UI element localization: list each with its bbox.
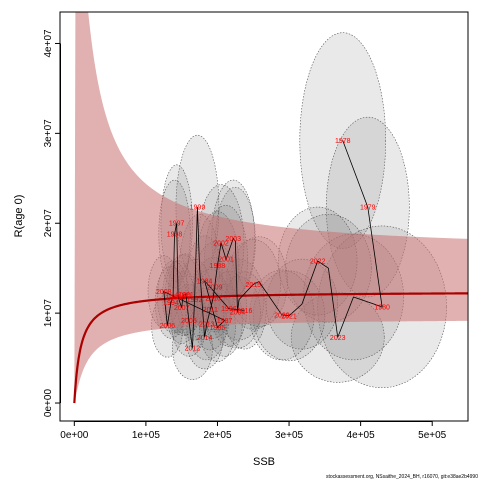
year-label-2022: 2022 — [310, 258, 326, 265]
year-label-1980: 1980 — [374, 304, 390, 311]
x-tick-label-400000: 4e+05 — [347, 430, 376, 441]
year-label-2000: 2000 — [175, 293, 191, 300]
year-label-2002: 2002 — [213, 241, 229, 248]
year-label-2021: 2021 — [281, 313, 297, 320]
x-tick-label-500000: 5e+05 — [418, 430, 447, 441]
year-label-1996: 1996 — [221, 306, 237, 313]
time-path — [163, 140, 383, 349]
year-label-2003: 2003 — [225, 236, 241, 243]
year-label-2001: 2001 — [218, 257, 234, 264]
y-tick-label-40000000: 4e+07 — [43, 29, 54, 58]
year-label-2007: 2007 — [174, 305, 190, 312]
confidence-band — [74, 12, 468, 404]
year-label-1978: 1978 — [335, 138, 351, 145]
year-label-1979: 1979 — [360, 205, 376, 212]
year-label-1985: 1985 — [210, 325, 226, 332]
year-label-2013: 2013 — [199, 321, 215, 328]
year-label-1988: 1988 — [210, 263, 226, 270]
year-label-2014: 2014 — [197, 335, 213, 342]
y-tick-label-0: 0e+00 — [43, 389, 54, 418]
year-label-2012: 2012 — [185, 346, 201, 353]
path-line — [163, 140, 383, 349]
year-label-1991: 1991 — [178, 292, 194, 299]
x-tick-label-0: 0e+00 — [60, 430, 89, 441]
year-label-1998: 1998 — [167, 232, 183, 239]
x-tick-label-300000: 3e+05 — [275, 430, 304, 441]
year-label-2016: 2016 — [237, 308, 253, 315]
y-tick-label-10000000: 1e+07 — [43, 299, 54, 328]
year-label-2005: 2005 — [181, 318, 197, 325]
year-label-1987: 1987 — [217, 318, 233, 325]
y-tick-label-30000000: 3e+07 — [43, 119, 54, 148]
year-label-1994: 1994 — [163, 300, 179, 307]
y-tick-label-20000000: 2e+07 — [43, 209, 54, 238]
recruitment-curve — [73, 292, 468, 404]
year-label-2010: 2010 — [205, 295, 221, 302]
year-label-2008: 2008 — [156, 289, 172, 296]
year-label-2004: 2004 — [230, 310, 246, 317]
year-label-2006: 2006 — [160, 323, 176, 330]
year-label-1990: 1990 — [170, 294, 186, 301]
year-label-1992: 1992 — [187, 297, 203, 304]
credit-text: stockassessment.org, NSsaithe_2024_BH, r… — [326, 474, 478, 480]
year-label-1999: 1999 — [190, 205, 206, 212]
year-label-2009: 2009 — [207, 285, 223, 292]
year-label-2015: 2015 — [245, 282, 261, 289]
x-tick-label-200000: 2e+05 — [203, 430, 232, 441]
year-label-2020: 2020 — [274, 312, 290, 319]
x-tick-label-100000: 1e+05 — [132, 430, 161, 441]
year-label-1986: 1986 — [165, 294, 181, 301]
y-axis-title: R(age 0) — [13, 195, 25, 238]
year-label-1997: 1997 — [169, 221, 185, 228]
x-axis: 0e+00 1e+05 2e+05 3e+05 4e+05 5e+05 — [60, 421, 447, 441]
year-label-2011: 2011 — [203, 307, 218, 314]
curve-line — [73, 292, 468, 404]
x-axis-title: SSB — [253, 456, 275, 468]
year-label-2023: 2023 — [330, 335, 346, 342]
y-axis: 0e+00 1e+07 2e+07 3e+07 4e+07 — [43, 29, 61, 417]
band-area — [74, 12, 468, 404]
year-label-1984: 1984 — [197, 278, 213, 285]
